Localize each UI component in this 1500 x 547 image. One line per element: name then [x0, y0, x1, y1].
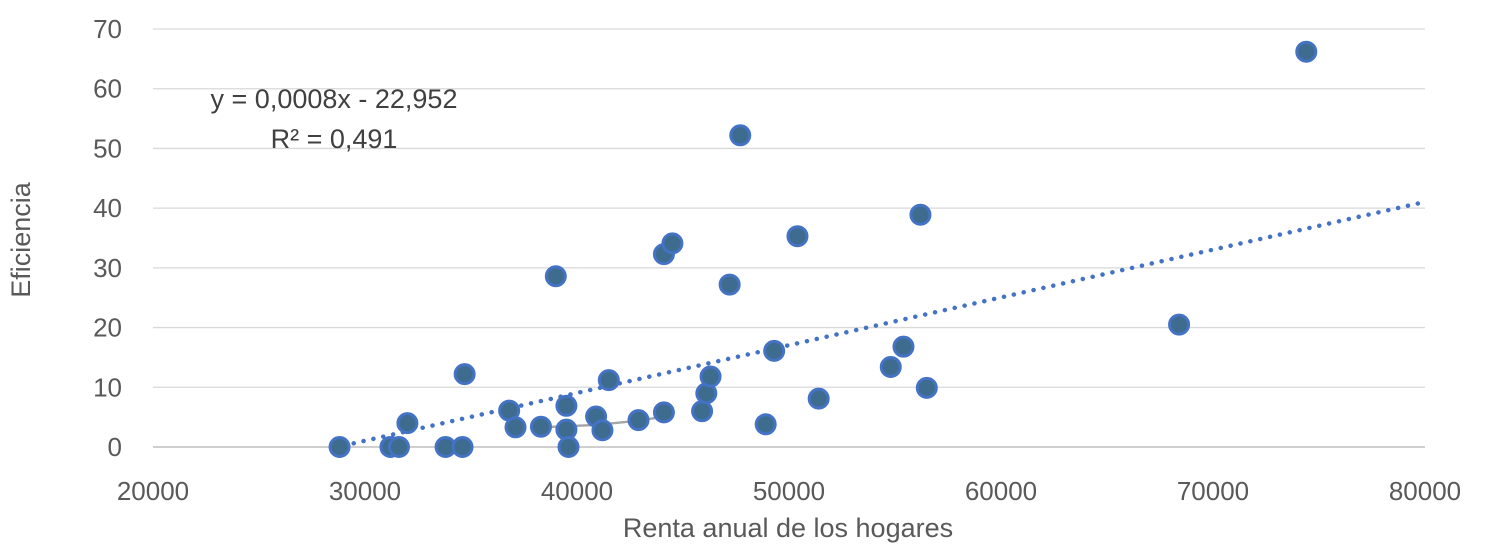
data-point [591, 419, 614, 442]
x-axis-title: Renta anual de los hogares [623, 513, 953, 543]
data-point [652, 401, 675, 424]
data-point [661, 232, 684, 255]
trendline-line [341, 199, 1428, 448]
data-point [892, 335, 915, 358]
data-point [1168, 313, 1191, 336]
data-point [453, 363, 476, 386]
data-point [718, 273, 741, 296]
x-tick-label: 60000 [965, 476, 1037, 506]
data-point [807, 387, 830, 410]
data-point [879, 355, 902, 378]
data-point [699, 365, 722, 388]
data-points [328, 40, 1318, 458]
y-tick-label: 60 [93, 74, 122, 104]
trendline-r-squared: R² = 0,491 [271, 124, 398, 154]
data-point [763, 339, 786, 362]
x-tick-label: 30000 [329, 476, 401, 506]
x-axis-ticks: 20000 30000 40000 50000 60000 70000 80000 [117, 476, 1461, 506]
y-tick-label: 10 [93, 372, 122, 402]
data-point [544, 265, 567, 288]
data-point [504, 416, 527, 439]
y-tick-label: 50 [93, 133, 122, 163]
trendline [341, 199, 1428, 448]
data-point [627, 409, 650, 432]
x-tick-label: 20000 [117, 476, 189, 506]
data-point [557, 436, 580, 458]
data-point [555, 394, 578, 417]
data-point [691, 400, 714, 423]
data-point [451, 436, 474, 458]
data-point [396, 412, 419, 435]
y-tick-label: 20 [93, 313, 122, 343]
data-point [909, 203, 932, 226]
x-tick-label: 80000 [1389, 476, 1461, 506]
data-point [1295, 40, 1318, 63]
data-point [729, 124, 752, 147]
data-point [915, 376, 938, 399]
y-tick-label: 0 [108, 432, 122, 462]
x-tick-label: 50000 [753, 476, 825, 506]
data-point [529, 415, 552, 438]
grid-lines [153, 28, 1425, 388]
data-point [786, 225, 809, 248]
y-tick-label: 30 [93, 253, 122, 283]
data-point [387, 436, 410, 458]
data-point [597, 369, 620, 392]
y-axis-title: Eficiencia [6, 181, 36, 298]
x-tick-label: 40000 [541, 476, 613, 506]
data-point [328, 436, 351, 458]
data-point [754, 413, 777, 436]
y-tick-label: 40 [93, 193, 122, 223]
y-tick-label: 70 [93, 14, 122, 44]
y-axis-ticks: 0 10 20 30 40 50 60 70 [93, 14, 122, 462]
trendline-equation: y = 0,0008x - 22,952 [211, 84, 458, 114]
x-tick-label: 70000 [1177, 476, 1249, 506]
